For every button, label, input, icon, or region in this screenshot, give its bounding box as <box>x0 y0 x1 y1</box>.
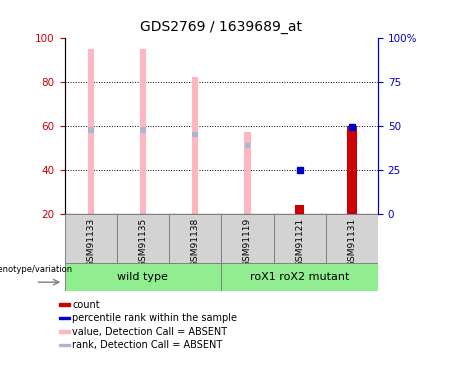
Bar <box>326 214 378 262</box>
Text: GSM91135: GSM91135 <box>138 217 148 267</box>
Bar <box>59 344 71 346</box>
Bar <box>88 48 94 214</box>
Text: GSM91131: GSM91131 <box>348 217 356 267</box>
Text: genotype/variation: genotype/variation <box>0 265 72 274</box>
Bar <box>295 205 304 214</box>
Text: GSM91119: GSM91119 <box>243 217 252 267</box>
Text: GSM91133: GSM91133 <box>86 217 95 267</box>
Bar <box>347 126 357 214</box>
Bar <box>65 262 221 291</box>
Text: GSM91121: GSM91121 <box>295 217 304 267</box>
Text: count: count <box>72 300 100 309</box>
Bar <box>65 214 117 262</box>
Bar <box>140 48 146 214</box>
Bar <box>88 127 94 133</box>
Text: GSM91138: GSM91138 <box>191 217 200 267</box>
Text: rank, Detection Call = ABSENT: rank, Detection Call = ABSENT <box>72 340 222 350</box>
Title: GDS2769 / 1639689_at: GDS2769 / 1639689_at <box>140 20 302 34</box>
Bar <box>245 143 250 148</box>
Bar <box>192 77 198 214</box>
Bar <box>221 214 273 262</box>
Bar <box>244 132 250 214</box>
Bar <box>221 262 378 291</box>
Bar <box>273 214 326 262</box>
Text: wild type: wild type <box>118 272 168 282</box>
Bar <box>59 330 71 333</box>
Bar <box>59 317 71 319</box>
Bar <box>117 214 169 262</box>
Bar <box>192 132 198 137</box>
Bar <box>59 303 71 306</box>
Text: percentile rank within the sample: percentile rank within the sample <box>72 313 237 323</box>
Text: roX1 roX2 mutant: roX1 roX2 mutant <box>250 272 349 282</box>
Bar <box>169 214 221 262</box>
Bar <box>140 127 146 133</box>
Text: value, Detection Call = ABSENT: value, Detection Call = ABSENT <box>72 327 227 336</box>
